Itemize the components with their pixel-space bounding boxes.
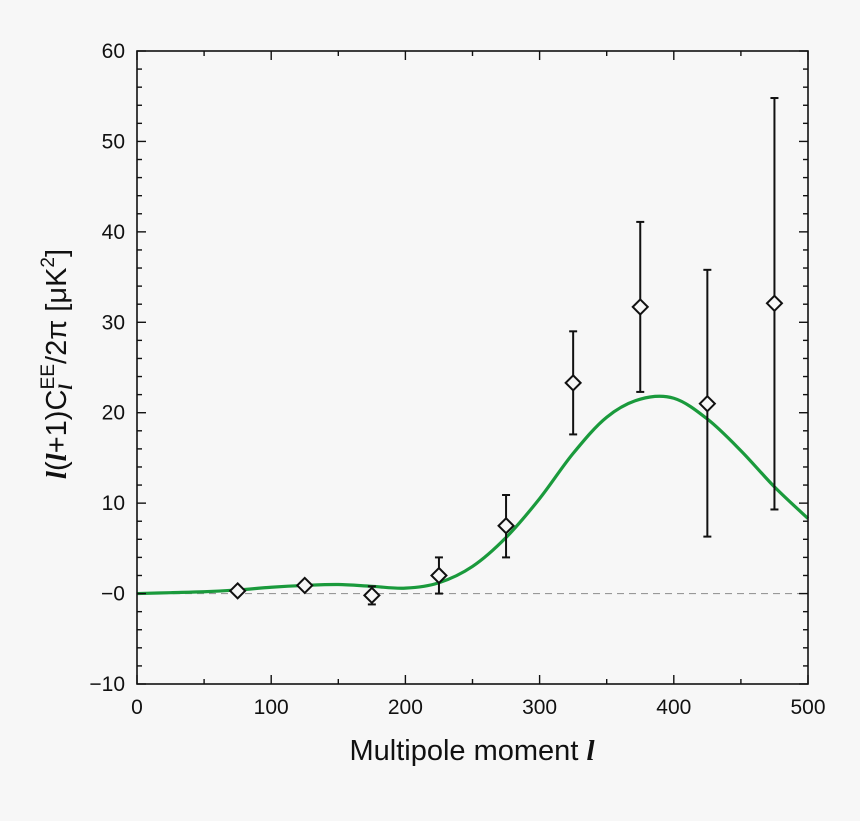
y-tick-label: −10 xyxy=(89,673,125,696)
data-point xyxy=(228,581,247,600)
x-axis-label: Multipole moment l xyxy=(350,735,596,767)
y-axis-label: l(l+1)ClEE/2π [μK2] xyxy=(38,249,77,479)
diamond-marker xyxy=(430,566,448,585)
x-tick-labels: 0 100 200 300 400 500 xyxy=(131,696,825,719)
y-tick-labels: −10 −0 10 20 30 40 50 60 xyxy=(89,40,125,696)
y-tick-label: 10 xyxy=(102,492,125,515)
diamond-marker xyxy=(228,581,247,600)
y-tick-label: 40 xyxy=(102,221,125,244)
diamond-marker xyxy=(497,516,515,535)
model-curve xyxy=(136,394,810,596)
diamond-marker xyxy=(698,394,717,413)
data-point xyxy=(497,494,515,559)
diamond-marker xyxy=(295,576,314,595)
x-tick-label: 0 xyxy=(131,696,143,719)
diamond-marker xyxy=(564,373,583,392)
x-tick-label: 300 xyxy=(522,696,557,719)
x-tick-label: 400 xyxy=(656,696,691,719)
data-point xyxy=(698,268,717,538)
svg-text:l(l+1)ClEE/2π [μK2]: l(l+1)ClEE/2π [μK2] xyxy=(38,249,77,479)
y-tick-label: 50 xyxy=(102,130,125,153)
axis-ticks xyxy=(136,50,809,685)
y-tick-label: 60 xyxy=(102,40,125,63)
x-tick-label: 200 xyxy=(388,696,423,719)
y-tick-label: 30 xyxy=(102,311,125,334)
data-point xyxy=(765,97,784,511)
data-point xyxy=(430,556,448,595)
y-tick-label: 20 xyxy=(102,402,125,425)
y-tick-label: −0 xyxy=(101,583,125,606)
data-point xyxy=(631,220,650,393)
x-tick-label: 500 xyxy=(790,696,825,719)
diamond-marker xyxy=(362,586,381,605)
diamond-marker xyxy=(765,294,784,313)
data-point xyxy=(362,585,381,606)
plot-area xyxy=(137,51,808,684)
plot-background xyxy=(137,51,808,684)
data-point xyxy=(564,330,583,436)
data-point xyxy=(295,576,314,595)
diamond-marker xyxy=(631,297,650,316)
data-points xyxy=(228,97,784,606)
x-tick-label: 100 xyxy=(254,696,289,719)
